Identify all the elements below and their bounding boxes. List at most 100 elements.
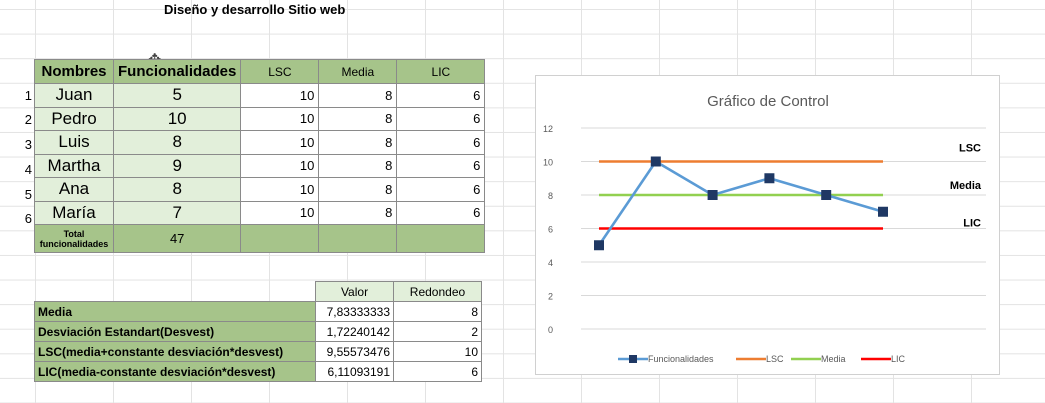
stats-valor[interactable]: 7,83333333	[315, 301, 394, 322]
cell-lic[interactable]: 6	[396, 177, 486, 202]
chart-title: Gráfico de Control	[707, 93, 829, 110]
cell-lsc[interactable]: 10	[240, 177, 320, 202]
stats-row: LIC(media-constante desviación*desvest) …	[34, 361, 482, 382]
cell-media[interactable]: 8	[318, 200, 398, 225]
data-point-marker	[594, 240, 604, 251]
stats-valor[interactable]: 6,11093191	[315, 361, 394, 382]
line-label-media: Media	[950, 180, 982, 192]
cell-lsc[interactable]: 10	[240, 130, 320, 155]
cell-lsc[interactable]: 10	[240, 200, 320, 225]
row-number[interactable]: 6	[24, 211, 32, 226]
cell-name[interactable]: Martha	[34, 153, 114, 178]
stats-row: Desviación Estandart(Desvest) 1,72240142…	[34, 321, 482, 342]
data-point-marker	[707, 190, 718, 200]
cell-lsc[interactable]: 10	[240, 106, 320, 131]
y-tick-label: 2	[548, 292, 553, 302]
stats-table: Valor Redondeo Media 7,83333333 8 Desvia…	[34, 281, 482, 382]
stats-label[interactable]: Desviación Estandart(Desvest)	[34, 321, 316, 342]
stats-header-redondeo[interactable]: Redondeo	[393, 281, 482, 302]
cell-name[interactable]: Luis	[34, 130, 114, 155]
legend-label: Funcionalidades	[648, 354, 714, 364]
stats-row: Media 7,83333333 8	[34, 301, 482, 322]
cell-lsc[interactable]: 10	[240, 153, 320, 178]
cell-media[interactable]: 8	[318, 106, 398, 131]
total-empty-cell[interactable]	[240, 224, 320, 253]
cell-media[interactable]: 8	[318, 153, 398, 178]
row-number[interactable]: 5	[24, 187, 32, 202]
legend-label: LSC	[766, 354, 784, 364]
stats-label[interactable]: LIC(media-constante desviación*desvest)	[34, 361, 316, 382]
legend-marker	[629, 355, 637, 363]
table-row: Ana 8 10 8 6	[34, 177, 486, 202]
total-row: Total funcionalidades 47	[34, 224, 486, 253]
series-line-funcionalidades	[597, 159, 884, 246]
line-label-lic: LIC	[963, 218, 981, 230]
y-tick-label: 4	[548, 258, 553, 268]
total-label-line1: Total	[63, 228, 85, 239]
total-empty-cell[interactable]	[318, 224, 398, 253]
row-number[interactable]: 2	[24, 112, 32, 127]
header-lsc[interactable]: LSC	[240, 59, 320, 84]
y-tick-label: 8	[548, 191, 553, 201]
stats-redondeo[interactable]: 10	[393, 341, 482, 362]
control-chart[interactable]: Gráfico de Control 0 2 4 6 8 10 12 LSC Media LIC Fu…	[535, 75, 1000, 375]
chart-svg: Gráfico de Control 0 2 4 6 8 10 12 LSC Media LIC Fu…	[543, 93, 986, 364]
legend-label: LIC	[891, 354, 906, 364]
legend-label: Media	[821, 354, 846, 364]
cell-lic[interactable]: 6	[396, 130, 486, 155]
stats-row: LSC(media+constante desviación*desvest) …	[34, 341, 482, 362]
cell-media[interactable]: 8	[318, 130, 398, 155]
data-point-marker	[764, 173, 775, 184]
stats-redondeo[interactable]: 6	[393, 361, 482, 382]
stats-header-spacer	[35, 282, 316, 302]
stats-header-valor[interactable]: Valor	[315, 281, 394, 302]
cell-lic[interactable]: 6	[396, 83, 486, 108]
stats-redondeo[interactable]: 8	[393, 301, 482, 322]
cell-name[interactable]: Ana	[34, 177, 114, 202]
stats-label[interactable]: LSC(media+constante desviación*desvest)	[34, 341, 316, 362]
total-value[interactable]: 47	[112, 224, 242, 253]
cell-func[interactable]: 5	[112, 83, 242, 108]
data-point-marker	[878, 206, 888, 217]
stats-valor[interactable]: 1,72240142	[315, 321, 394, 342]
cell-func[interactable]: 9	[112, 153, 242, 178]
total-label-line2: funcionalidades	[39, 238, 109, 249]
table-row: Pedro 10 10 8 6	[34, 106, 486, 131]
header-lic[interactable]: LIC	[396, 59, 486, 84]
cell-func[interactable]: 8	[112, 130, 242, 155]
y-tick-label: 6	[548, 225, 553, 235]
cell-media[interactable]: 8	[318, 177, 398, 202]
total-empty-cell[interactable]	[396, 224, 486, 253]
sheet-title: Diseño y desarrollo Sitio web	[164, 2, 346, 17]
cell-func[interactable]: 8	[112, 177, 242, 202]
y-tick-label: 12	[543, 124, 553, 134]
header-media[interactable]: Media	[318, 59, 398, 84]
cell-lic[interactable]: 6	[396, 200, 486, 225]
cell-name[interactable]: Pedro	[34, 106, 114, 131]
cell-lic[interactable]: 6	[396, 153, 486, 178]
data-point-marker	[650, 156, 661, 167]
cell-media[interactable]: 8	[318, 83, 398, 108]
header-nombres[interactable]: Nombres	[34, 59, 114, 84]
cell-name[interactable]: Juan	[34, 83, 114, 108]
row-number[interactable]: 3	[24, 137, 32, 152]
cell-name[interactable]: María	[34, 200, 114, 225]
data-table: Nombres Funcionalidades LSC Media LIC Ju…	[34, 59, 486, 253]
cell-func[interactable]: 7	[112, 200, 242, 225]
row-number[interactable]: 1	[24, 88, 32, 103]
table-row: Martha 9 10 8 6	[34, 153, 486, 178]
table-row: Luis 8 10 8 6	[34, 130, 486, 155]
data-point-marker	[821, 190, 832, 200]
stats-valor[interactable]: 9,55573476	[315, 341, 394, 362]
table-row: Juan 5 10 8 6	[34, 83, 486, 108]
stats-label[interactable]: Media	[34, 301, 316, 322]
cell-lic[interactable]: 6	[396, 106, 486, 131]
row-number[interactable]: 4	[24, 162, 32, 177]
stats-redondeo[interactable]: 2	[393, 321, 482, 342]
cell-func[interactable]: 10	[112, 106, 242, 131]
line-label-lsc: LSC	[959, 143, 981, 155]
total-label[interactable]: Total funcionalidades	[34, 224, 114, 253]
cell-lsc[interactable]: 10	[240, 83, 320, 108]
table-row: María 7 10 8 6	[34, 200, 486, 225]
header-funcionalidades[interactable]: Funcionalidades	[112, 59, 242, 84]
